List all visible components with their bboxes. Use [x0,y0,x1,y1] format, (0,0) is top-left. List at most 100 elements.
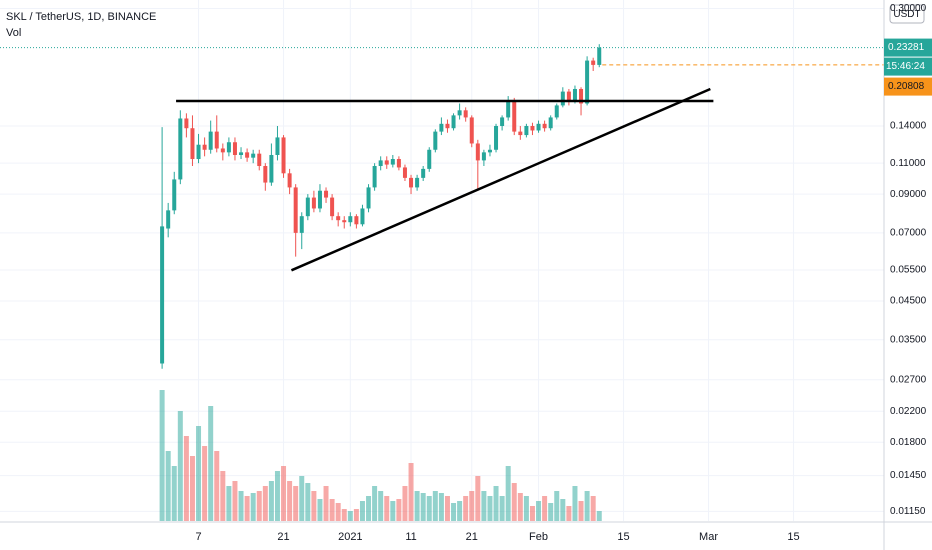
volume-bar [341,509,347,521]
candle-body [342,220,347,223]
candle-body [494,125,499,150]
y-tick-label: 0.04500 [890,296,927,307]
volume-bar [177,411,183,521]
candle-body [226,142,231,153]
volume-bar [299,476,305,521]
volume-bar [311,491,317,521]
y-tick-label: 0.01450 [890,470,927,481]
y-tick-label: 0.11000 [890,158,926,169]
volume-bar [183,436,189,521]
candle-body [172,179,177,211]
candle-body [178,118,183,180]
volume-bar [262,486,268,521]
candle-body [542,123,547,129]
candle-body [536,123,541,131]
candle-body [591,60,596,65]
volume-bar [214,451,220,521]
candle-body [548,117,553,129]
countdown-box [884,57,932,76]
candle-body [433,131,438,150]
candle-body [469,117,474,144]
volume-bar [378,491,384,521]
candle-body [348,216,353,223]
indicator-label: Vol [6,27,21,39]
y-tick-label: 0.07000 [890,228,927,239]
volume-bar [511,483,517,521]
volume-bar [196,426,202,521]
volume-bar [268,481,274,521]
volume-bar [523,496,529,521]
candle-body [166,210,171,229]
candle-body [572,88,577,101]
candle-body [597,47,602,65]
y-tick-label: 0.05500 [890,265,927,276]
x-tick-label: 21 [466,531,478,543]
volume-bar [566,506,572,521]
x-tick-label: 15 [617,531,629,543]
price-line-label: 0.20808 [888,81,925,92]
volume-bar [402,486,408,521]
volume-bar [353,509,359,521]
candle-body [518,131,523,136]
candle-body [427,149,432,169]
volume-bar [165,451,171,521]
y-tick-label: 0.02200 [890,406,927,417]
y-tick-label: 0.01800 [890,437,927,448]
candle-body [196,144,201,160]
volume-bar [590,496,596,521]
volume-bar [499,496,505,521]
x-tick-label: 11 [405,531,416,543]
volume-bar [250,493,256,521]
volume-bar [414,491,420,521]
currency-button[interactable] [889,4,925,24]
candle-body [451,115,456,129]
volume-bar [359,501,365,521]
candle-body [239,152,244,155]
y-tick-label: 0.14000 [890,121,927,132]
countdown-label: 15:46:24 [886,61,925,72]
y-tick-label: 0.03500 [890,334,927,345]
volume-bar [366,496,372,521]
candle-body [354,216,359,225]
volume-bar [384,496,390,521]
candle-body [566,91,571,101]
plot-area [0,0,884,521]
candle-body [439,123,444,132]
volume-bar [238,491,244,521]
candle-body [324,190,329,198]
candle-body [463,110,468,118]
volume-bar [293,486,299,521]
candle-body [202,144,207,150]
chart-title: SKL / TetherUS, 1D, BINANCE [6,11,156,23]
candle-body [409,177,414,188]
volume-bar [220,471,226,521]
candle-body [190,128,195,160]
candle-body [220,148,225,153]
candle-body [251,153,256,158]
volume-bar [469,491,475,521]
candle-body [487,149,492,153]
candle-body [585,60,590,104]
candle-body [184,118,189,129]
x-tick-label: 7 [195,531,201,543]
candle-body [384,160,389,165]
volume-bar [202,446,208,521]
candle-body [579,88,584,104]
volume-bar [281,466,287,521]
candle-body [475,143,480,161]
currency-label[interactable]: USDT [893,9,920,20]
volume-bar [542,496,548,521]
candle-body [281,137,286,174]
volume-bar [159,390,165,521]
x-tick-label: Feb [529,531,548,543]
candle-body [232,142,237,155]
volume-bar [426,496,432,521]
volume-bar [560,499,566,521]
volume-bar [408,463,414,521]
volume-bar [274,471,280,521]
volume-bar [208,406,214,521]
candle-body [372,166,377,188]
y-tick-label: 0.01150 [890,506,926,517]
